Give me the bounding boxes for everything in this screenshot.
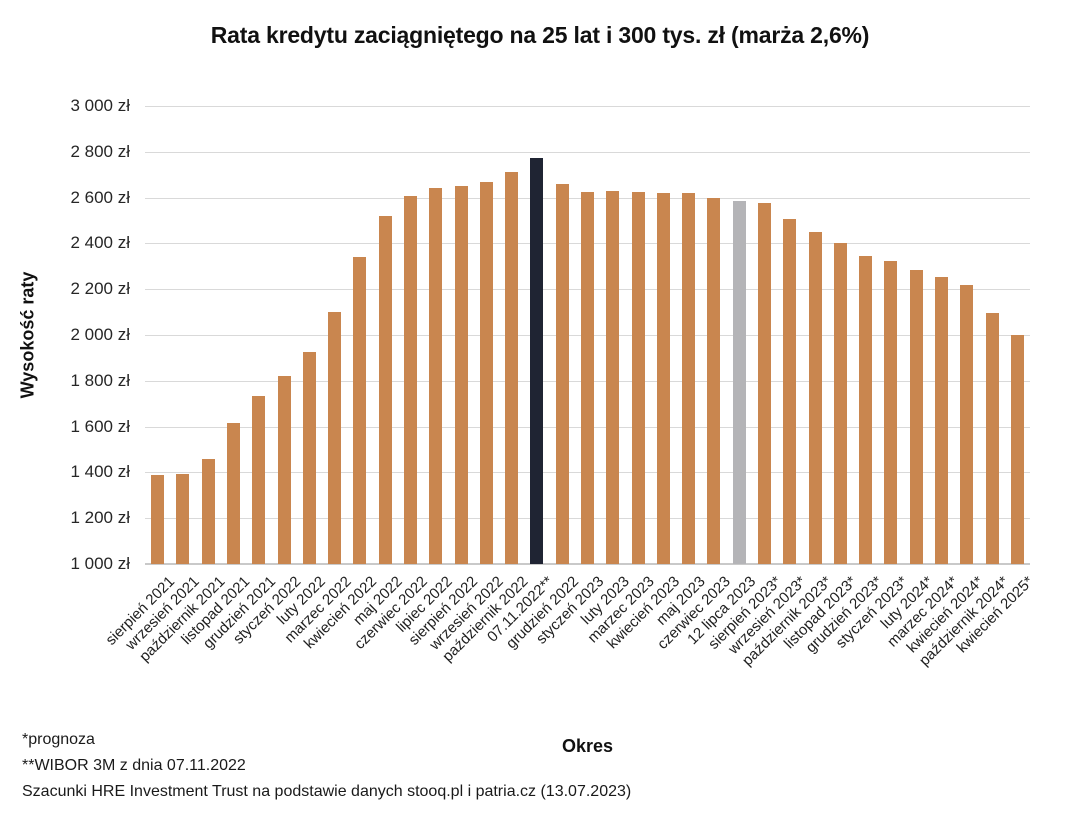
y-tick-label: 2 000 zł xyxy=(70,325,130,344)
bar xyxy=(404,196,417,564)
bar xyxy=(656,192,670,564)
bar xyxy=(909,269,923,564)
bar xyxy=(328,312,342,564)
y-tick-label: 1 600 zł xyxy=(70,416,130,436)
bar xyxy=(783,219,797,564)
footnote-prognoza: *prognoza xyxy=(22,731,95,748)
bar xyxy=(252,395,266,564)
bar xyxy=(707,197,721,564)
bar xyxy=(808,231,822,564)
bar xyxy=(378,215,392,564)
y-tick-label: 1 200 zł xyxy=(70,508,130,528)
x-axis-line xyxy=(145,563,1030,565)
bar xyxy=(454,186,468,564)
y-tick-label: 2 200 zł xyxy=(70,279,130,299)
y-tick-label: 1 000 zł xyxy=(70,554,130,573)
footnote-wibor: **WIBOR 3M z dnia 07.11.2022 xyxy=(22,757,246,774)
bar xyxy=(581,191,594,564)
bar xyxy=(631,191,645,564)
bar xyxy=(505,172,519,564)
gridline xyxy=(145,106,1030,107)
y-tick-label: 2 400 zł xyxy=(70,233,130,253)
y-tick-label: 1 400 zł xyxy=(70,462,130,482)
bar xyxy=(1010,335,1024,564)
bar xyxy=(555,183,569,564)
bar xyxy=(960,284,974,564)
bar xyxy=(353,257,367,564)
bar xyxy=(201,458,215,564)
bar xyxy=(758,203,771,564)
gridline xyxy=(145,151,1030,153)
bar xyxy=(859,255,873,564)
bar-highlight-12 lipca 2023 xyxy=(732,201,746,564)
y-tick-label: 3 000 zł xyxy=(70,96,130,115)
bar xyxy=(682,193,696,564)
bar xyxy=(277,376,291,564)
bar xyxy=(985,313,999,564)
bar xyxy=(833,243,847,564)
plot-area xyxy=(145,106,1030,565)
bar-highlight-07.11.2022** xyxy=(530,157,544,564)
bar xyxy=(884,260,898,564)
y-tick-label: 2 800 zł xyxy=(70,141,130,161)
footnote-source: Szacunki HRE Investment Trust na podstaw… xyxy=(22,783,632,800)
bar xyxy=(227,423,240,564)
y-tick-label: 1 800 zł xyxy=(70,370,130,390)
bar xyxy=(479,181,493,564)
bar xyxy=(176,473,190,564)
bar xyxy=(302,352,316,564)
y-tick-label: 2 600 zł xyxy=(70,187,130,207)
bar xyxy=(151,474,165,564)
bar xyxy=(606,190,620,564)
x-axis-title: Okres xyxy=(561,736,614,756)
bar xyxy=(935,276,948,564)
chart-title: Rata kredytu zaciągniętego na 25 lat i 3… xyxy=(210,22,870,48)
bar xyxy=(429,188,443,564)
